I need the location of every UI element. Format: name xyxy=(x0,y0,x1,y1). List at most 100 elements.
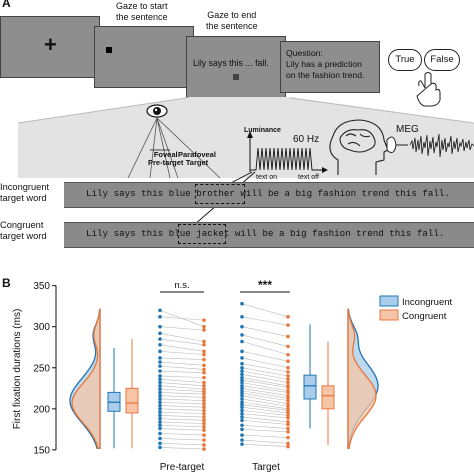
target-pair-line xyxy=(241,326,289,337)
target-incongruent-point xyxy=(240,411,244,416)
target-incongruent-point xyxy=(240,423,244,428)
target-incongruent-point xyxy=(240,324,244,329)
pre-target-congruent-point xyxy=(202,363,206,368)
pre-target-pair-line xyxy=(159,382,205,387)
panel-label-a: A xyxy=(2,0,11,10)
target-congruent-point xyxy=(286,334,290,339)
target-incongruent-point xyxy=(240,380,244,385)
target-incongruent-point xyxy=(240,301,244,306)
target-congruent-point xyxy=(286,365,290,370)
legend-label: Incongruent xyxy=(402,297,453,308)
end-gaze-marker xyxy=(233,74,239,80)
meg-label: MEG xyxy=(396,124,419,135)
target-incongruent-point xyxy=(240,415,244,419)
pre-target-congruent-point xyxy=(202,438,206,442)
panel-label-b: B xyxy=(2,276,11,290)
end-gaze-caption-line-1: Gaze to end xyxy=(207,10,257,20)
target-pair-line xyxy=(241,416,289,423)
target-pair-line xyxy=(241,388,289,396)
target-incongruent-point xyxy=(240,375,244,380)
foveal-label: Foveal Pre-target xyxy=(148,151,183,167)
foveal-label-line-1: Foveal xyxy=(153,150,178,159)
pre-target-congruent-box xyxy=(125,387,139,414)
pre-target-pair-line xyxy=(159,378,205,383)
congruent-label-line-2: target word xyxy=(0,231,47,241)
pre-target-incongruent-point xyxy=(158,384,162,388)
pre-target-pair-line xyxy=(159,344,205,352)
pre-target-pair-line xyxy=(159,395,205,398)
target-congruent-point xyxy=(286,444,290,449)
pre-target-pair-line xyxy=(159,405,205,408)
pre-target-incongruent-point xyxy=(158,374,162,378)
start-gaze-caption-line-2: the sentence xyxy=(116,12,168,22)
congruent-target-box xyxy=(178,224,226,244)
luminance-label: Luminance xyxy=(244,127,281,134)
target-incongruent-point xyxy=(240,361,244,366)
target-incongruent-point xyxy=(240,433,244,437)
congruent-sentence-after: will be a big fashion trend this fall. xyxy=(229,228,445,239)
pre-target-pair-line xyxy=(159,428,205,431)
target-pair-line xyxy=(241,370,289,380)
target-congruent-point xyxy=(286,352,290,357)
target-incongruent-point xyxy=(240,388,244,393)
pre-target-congruent-point xyxy=(202,418,206,423)
pre-target-congruent-point xyxy=(202,380,206,385)
incongruent-sentence-after: will be a big fashion trend this fall. xyxy=(234,188,450,199)
perspective-projection xyxy=(18,97,474,178)
pre-target-incongruent-point xyxy=(158,436,162,441)
pre-target-pair-line xyxy=(159,388,205,392)
target-pair-line xyxy=(241,401,289,410)
target-congruent-point xyxy=(286,396,290,400)
pre-target-incongruent-point xyxy=(158,308,162,313)
pre-target-pair-line xyxy=(159,351,205,355)
pre-target-incongruent-point xyxy=(158,397,162,401)
target-pair-line xyxy=(241,406,289,414)
target-pair-line xyxy=(241,367,289,377)
pre-target-incongruent-point xyxy=(158,315,162,319)
congruent-target-word: jacket xyxy=(196,228,230,239)
congruent-sentence-before: Lily says this blue xyxy=(86,228,197,239)
target-pair-line xyxy=(241,379,289,388)
target-pair-line xyxy=(241,351,289,362)
congruent-sentence: Lily says this blue jacket will be a big… xyxy=(86,222,444,246)
panel-a-graphics xyxy=(17,72,474,226)
target-pair-line xyxy=(241,410,289,416)
target-pair-line xyxy=(241,341,289,355)
pre-target-congruent-point xyxy=(202,408,206,413)
pre-target-incongruent-point xyxy=(158,403,162,408)
target-pair-line xyxy=(241,390,289,399)
pre-target-congruent-point xyxy=(202,387,206,391)
legend-label: Congruent xyxy=(402,311,447,322)
end-gaze-caption-line-2: the sentence xyxy=(206,21,258,31)
target-incongruent-point xyxy=(240,386,244,391)
incongruent-condition-label: Incongruent target word xyxy=(0,182,49,204)
meg-signal-trace xyxy=(409,133,474,158)
pointing-hand-icon xyxy=(416,72,441,107)
end-gaze-screen: Lily says this ... fall. xyxy=(186,36,286,98)
panel-b: B 150 200 250 300 350 First fixation duration… xyxy=(0,276,474,474)
parafoveal-label-line-1: Parafoveal xyxy=(178,150,216,159)
pre-target-pair-line xyxy=(159,375,205,378)
target-incongruent-point xyxy=(240,438,244,442)
parafoveal-label: Parafoveal Target xyxy=(178,151,216,167)
target-pair-line xyxy=(241,303,289,318)
target-congruent-point xyxy=(286,404,290,409)
pre-target-pair-line xyxy=(159,326,205,331)
pre-target-congruent-point xyxy=(202,415,206,419)
target-congruent-point xyxy=(286,435,290,440)
target-incongruent-point xyxy=(240,400,244,405)
y-tick-label: 150 xyxy=(33,445,50,456)
target-pair-line xyxy=(241,357,289,369)
pre-target-congruent-point xyxy=(202,342,206,347)
target-pair-line xyxy=(241,385,289,393)
target-incongruent-point xyxy=(240,333,244,337)
target-incongruent-point xyxy=(240,418,244,423)
pre-target-pair-line xyxy=(159,433,205,436)
pre-target-incongruent-point xyxy=(158,410,162,414)
pre-target-congruent-point xyxy=(202,421,206,426)
true-response-button: True xyxy=(388,49,422,71)
pre-target-incongruent-point xyxy=(158,390,162,395)
target-congruent-point xyxy=(286,430,290,434)
pre-target-congruent-point xyxy=(202,392,206,396)
x-category-label: Pre-target xyxy=(160,462,205,473)
